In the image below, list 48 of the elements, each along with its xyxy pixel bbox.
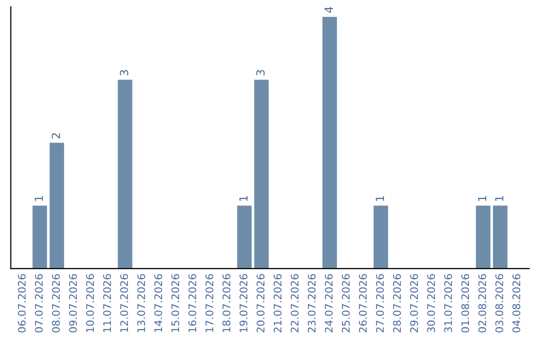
x-tick-label: 14.07.2026 <box>154 274 162 332</box>
x-tick-label: 21.07.2026 <box>274 274 282 332</box>
data-label: 1 <box>239 196 248 201</box>
x-tick-label: 16.07.2026 <box>188 274 196 332</box>
x-tick-label: 03.08.2026 <box>495 274 504 332</box>
x-tick-label: 09.07.2026 <box>69 274 77 332</box>
x-tick-label: 19.07.2026 <box>240 274 248 332</box>
x-tick-label: 30.07.2026 <box>427 274 436 332</box>
x-tick-label: 20.07.2026 <box>256 274 264 332</box>
x-tick-label: 12.07.2026 <box>120 274 128 332</box>
bar <box>118 80 132 269</box>
bar <box>492 206 508 269</box>
bar <box>254 80 269 269</box>
x-tick-label: 10.07.2026 <box>86 274 94 332</box>
bar <box>50 142 64 269</box>
x-tick-label: 23.07.2026 <box>308 274 316 332</box>
data-label: 1 <box>495 196 504 201</box>
x-tick-label: 06.07.2026 <box>18 274 26 332</box>
data-label: 4 <box>324 6 333 13</box>
data-label: 1 <box>478 196 486 201</box>
data-label: 3 <box>120 70 128 76</box>
x-tick-label: 02.08.2026 <box>478 274 486 332</box>
x-tick-label: 17.07.2026 <box>205 274 214 332</box>
x-tick-label: 01.08.2026 <box>461 274 470 332</box>
x-tick-label: 13.07.2026 <box>137 274 146 332</box>
x-tick-label: 26.07.2026 <box>358 274 367 332</box>
x-tick-label: 31.07.2026 <box>444 274 452 332</box>
data-label: 3 <box>256 70 265 76</box>
data-label: 1 <box>376 196 384 201</box>
x-tick-label: 27.07.2026 <box>376 274 384 332</box>
x-tick-label: 29.07.2026 <box>410 274 418 332</box>
x-tick-label: 25.07.2026 <box>342 274 350 332</box>
data-label: 2 <box>52 133 60 138</box>
bar <box>322 16 337 269</box>
x-tick-label: 07.07.2026 <box>34 274 43 332</box>
x-tick-label: 08.07.2026 <box>52 274 60 332</box>
x-tick-label: 11.07.2026 <box>103 274 112 332</box>
data-label: 1 <box>34 196 43 201</box>
bar <box>374 206 388 269</box>
bar <box>237 206 252 269</box>
x-tick-label: 24.07.2026 <box>324 274 333 332</box>
bar <box>476 206 490 269</box>
bar <box>32 206 48 269</box>
x-tick-label: 28.07.2026 <box>393 274 401 332</box>
x-tick-label: 04.08.2026 <box>512 274 520 332</box>
x-tick-label: 18.07.2026 <box>222 274 230 332</box>
x-tick-label: 15.07.2026 <box>171 274 180 332</box>
x-tick-label: 22.07.2026 <box>290 274 299 332</box>
